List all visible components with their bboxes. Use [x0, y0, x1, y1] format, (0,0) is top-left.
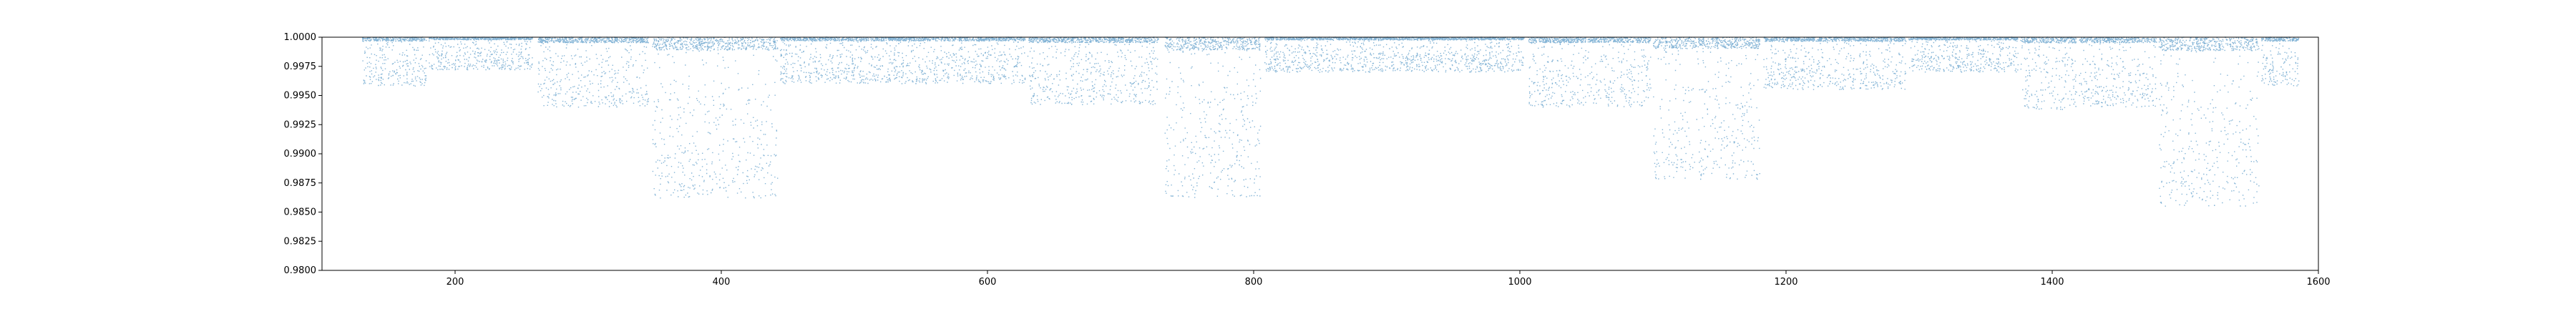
x-tick-label: 1600 — [2306, 277, 2330, 288]
y-tick-label: 0.9875 — [284, 178, 317, 189]
x-axis: 200 400 600 800 1000 1200 1400 1600 — [447, 270, 2331, 288]
y-tick-label: 0.9800 — [284, 265, 317, 276]
y-tick-label: 1.0000 — [284, 32, 317, 43]
x-tick-label: 1000 — [1508, 277, 1531, 288]
y-tick-label: 0.9900 — [284, 149, 317, 160]
y-tick-label: 0.9850 — [284, 207, 317, 218]
x-tick-label: 800 — [1245, 277, 1263, 288]
data-points — [361, 36, 2300, 207]
y-tick-label: 0.9975 — [284, 62, 317, 72]
y-tick-label: 0.9825 — [284, 236, 317, 247]
x-tick-label: 400 — [713, 277, 731, 288]
y-axis: 0.9800 0.9825 0.9850 0.9875 0.9900 0.9925 0.99… — [284, 32, 322, 276]
y-tick-label: 0.9950 — [284, 91, 317, 102]
x-tick-label: 600 — [979, 277, 997, 288]
x-tick-label: 1200 — [1774, 277, 1797, 288]
y-tick-label: 0.9925 — [284, 119, 317, 130]
scatter-points — [361, 36, 2300, 207]
x-tick-label: 1400 — [2040, 277, 2064, 288]
x-tick-label: 200 — [447, 277, 464, 288]
